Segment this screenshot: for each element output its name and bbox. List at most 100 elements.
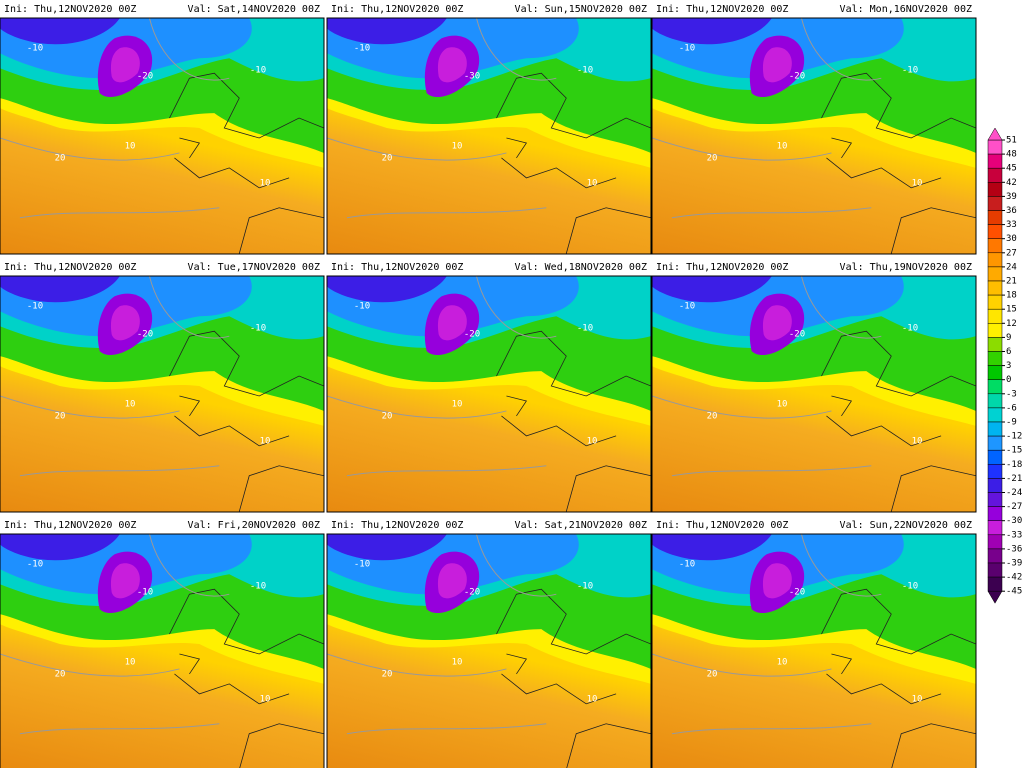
- map-panel: -10 -20 -10 10 10 20: [326, 533, 652, 771]
- map-field: [327, 534, 651, 770]
- init-time: Ini: Thu,12NOV2020 00Z: [4, 4, 136, 15]
- contour-label: 10: [125, 142, 136, 152]
- colorbar-bin: [987, 139, 1003, 155]
- colorbar-tick-label: 27: [1006, 248, 1017, 258]
- contour-label: 20: [382, 670, 393, 680]
- contour-label: 20: [707, 412, 718, 422]
- contour-label: 20: [707, 670, 718, 680]
- colorbar-tick-label: 12: [1006, 319, 1017, 329]
- colorbar-top-arrow: [987, 127, 1003, 141]
- colorbar-tick-label: -6: [1006, 403, 1017, 413]
- valid-time: Val: Mon,16NOV2020 00Z: [840, 4, 972, 15]
- colorbar-bin: [987, 252, 1003, 268]
- contour-label: -10: [354, 560, 370, 570]
- colorbar-tick-label: 0: [1006, 375, 1011, 385]
- contour-label: 10: [777, 400, 788, 410]
- valid-time: Val: Wed,18NOV2020 00Z: [515, 262, 647, 273]
- map-field: [0, 18, 324, 254]
- colorbar-tick-label: 48: [1006, 150, 1017, 160]
- colorbar-bin: [987, 562, 1003, 578]
- colorbar-bin: [987, 393, 1003, 409]
- colorbar-tick-label: -3: [1006, 389, 1017, 399]
- colorbar-tick-label: -9: [1006, 418, 1017, 428]
- init-time: Ini: Thu,12NOV2020 00Z: [656, 4, 788, 15]
- colorbar-tick-label: 33: [1006, 220, 1017, 230]
- colorbar-bin: [987, 308, 1003, 324]
- colorbar-bin: [987, 365, 1003, 380]
- map-panel: -10 -20 -10 10 10 20: [651, 275, 977, 513]
- contour-label: -10: [902, 324, 918, 334]
- contour-label: 10: [452, 400, 463, 410]
- contour-label: -20: [464, 588, 480, 598]
- colorbar-bin: [987, 224, 1003, 239]
- contour-label: -10: [902, 66, 918, 76]
- contour-label: 10: [587, 179, 598, 189]
- contour-label: -20: [789, 72, 805, 82]
- colorbar-tick-label: -33: [1006, 530, 1022, 540]
- contour-label: 10: [912, 437, 923, 447]
- colorbar-tick-label: 42: [1006, 178, 1017, 188]
- valid-time: Val: Tue,17NOV2020 00Z: [188, 262, 320, 273]
- colorbar-tick-label: 18: [1006, 291, 1017, 301]
- contour-label: -20: [137, 330, 153, 340]
- contour-label: 20: [707, 154, 718, 164]
- contour-label: -30: [464, 72, 480, 82]
- map-panel: -10 -20 -10 10 10 20: [651, 17, 977, 255]
- colorbar-tick-label: -21: [1006, 474, 1022, 484]
- colorbar-bin: [987, 407, 1003, 423]
- colorbar-tick-label: -12: [1006, 432, 1022, 442]
- contour-label: -10: [27, 44, 43, 54]
- map-panel: -10 -10 -10 10 10 20: [0, 533, 325, 771]
- panel-frame: [0, 17, 325, 255]
- map-field: [0, 534, 324, 770]
- colorbar-tick-label: 3: [1006, 361, 1011, 371]
- colorbar-bin: [987, 210, 1003, 225]
- contour-label: 10: [260, 695, 271, 705]
- colorbar-tick-label: 15: [1006, 305, 1017, 315]
- contour-label: 10: [587, 695, 598, 705]
- colorbar-bin: [987, 478, 1003, 493]
- colorbar-bin: [987, 238, 1003, 254]
- colorbar-tick-label: -36: [1006, 544, 1022, 554]
- colorbar-tick-label: 24: [1006, 262, 1017, 272]
- colorbar-tick-label: 6: [1006, 347, 1011, 357]
- contour-label: 20: [55, 154, 66, 164]
- map-panel: -10 -20 -10 10 10 20: [0, 17, 325, 255]
- colorbar-tick-label: -39: [1006, 559, 1022, 569]
- map-field: [0, 276, 324, 512]
- contour-label: -10: [137, 588, 153, 598]
- colorbar-bin: [987, 520, 1003, 536]
- contour-label: 10: [777, 658, 788, 668]
- colorbar-bin: [987, 196, 1003, 211]
- colorbar-bin: [987, 323, 1003, 338]
- colorbar-tick-label: -24: [1006, 488, 1022, 498]
- contour-label: -10: [27, 302, 43, 312]
- colorbar-tick-label: 36: [1006, 206, 1017, 216]
- colorbar-tick-label: 39: [1006, 192, 1017, 202]
- colorbar-bin: [987, 534, 1003, 550]
- colorbar-bin: [987, 351, 1003, 366]
- colorbar-tick-label: -15: [1006, 446, 1022, 456]
- colorbar-bin: [987, 576, 1003, 592]
- valid-time: Val: Sat,14NOV2020 00Z: [188, 4, 320, 15]
- valid-time: Val: Sun,15NOV2020 00Z: [515, 4, 647, 15]
- colorbar-bin: [987, 266, 1003, 282]
- colorbar-tick-label: 51: [1006, 136, 1017, 146]
- contour-label: 10: [452, 142, 463, 152]
- colorbar-bin: [987, 280, 1003, 296]
- contour-label: 10: [912, 179, 923, 189]
- contour-label: -10: [354, 44, 370, 54]
- colorbar-tick-label: 9: [1006, 333, 1011, 343]
- colorbar-tick-label: 21: [1006, 277, 1017, 287]
- colorbar-bin: [987, 435, 1003, 451]
- colorbar-bin: [987, 182, 1003, 197]
- colorbar-tick-label: 30: [1006, 234, 1017, 244]
- contour-label: -10: [250, 324, 266, 334]
- map-panel: -10 -20 -10 10 10 20: [0, 275, 325, 513]
- contour-label: -10: [577, 66, 593, 76]
- contour-label: -10: [354, 302, 370, 312]
- contour-label: -10: [902, 582, 918, 592]
- contour-label: -10: [27, 560, 43, 570]
- init-time: Ini: Thu,12NOV2020 00Z: [331, 262, 463, 273]
